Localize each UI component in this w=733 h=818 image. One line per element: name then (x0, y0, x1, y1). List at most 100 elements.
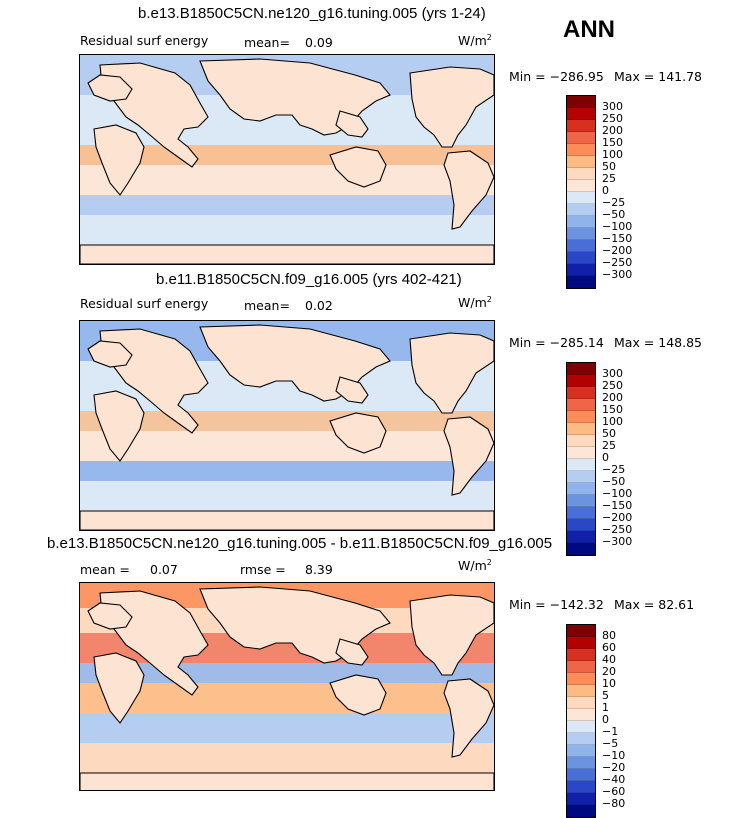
colorbar-swatch (567, 120, 595, 132)
panel-1-mean-value: 0.09 (305, 35, 333, 50)
colorbar-swatch (567, 709, 595, 721)
colorbar-swatch (567, 483, 595, 495)
colorbar-tick-label: −250 (602, 523, 633, 536)
panel-2-mean-value: 0.02 (305, 298, 333, 313)
continent-outline (335, 110, 369, 138)
colorbar-swatch (567, 387, 595, 399)
colorbar-tick-label: −300 (602, 268, 633, 281)
field-band (80, 195, 494, 215)
continent-outline (409, 332, 494, 414)
season-label: ANN (563, 16, 615, 43)
field-band (80, 713, 494, 743)
panel-1-min: Min = −286.95 (509, 69, 604, 84)
colorbar-swatch (567, 507, 595, 519)
colorbar-swatch (567, 192, 595, 204)
colorbar-tick-label: 200 (602, 391, 623, 404)
panel-2-map-svg (80, 321, 494, 530)
panel-3-colorbar (566, 624, 596, 818)
colorbar-swatch (567, 733, 595, 745)
panel-2-min: Min = −285.14 (509, 335, 604, 350)
colorbar-tick-label: −200 (602, 244, 633, 257)
colorbar-swatch (567, 745, 595, 757)
panel-3-rmse-label: rmse = (240, 562, 286, 577)
colorbar-tick-label: −80 (602, 797, 626, 810)
colorbar-swatch (567, 543, 595, 555)
colorbar-swatch (567, 156, 595, 168)
panel-2-max: Max = 148.85 (614, 335, 703, 350)
field-band (80, 165, 494, 195)
colorbar-swatch (567, 435, 595, 447)
colorbar-swatch (567, 132, 595, 144)
colorbar-swatch (567, 276, 595, 288)
colorbar-swatch (567, 228, 595, 240)
colorbar-tick-label: −100 (602, 220, 633, 233)
panel-3-mean-label: mean = (80, 562, 130, 577)
field-band (80, 215, 494, 245)
colorbar-tick-label: −50 (602, 475, 626, 488)
continent-outline (80, 510, 494, 530)
colorbar-tick-label: −1 (602, 725, 619, 738)
panel-1-colorbar (566, 95, 596, 289)
colorbar-tick-label: −300 (602, 535, 633, 548)
colorbar-tick-label: 250 (602, 379, 623, 392)
colorbar-tick-label: 250 (602, 112, 623, 125)
colorbar-tick-label: −150 (602, 499, 633, 512)
colorbar-tick-label: 50 (602, 160, 616, 173)
panel-1-variable-label: Residual surf energy (80, 33, 209, 48)
panel-3-min: Min = −142.32 (509, 597, 604, 612)
colorbar-tick-label: 5 (602, 689, 609, 702)
colorbar-tick-label: −200 (602, 511, 633, 524)
panel-1-map-svg (80, 55, 494, 264)
panel-3-map (79, 582, 495, 791)
panel-3-rmse-value: 8.39 (305, 562, 333, 577)
colorbar-tick-label: −150 (602, 232, 633, 245)
colorbar-swatch (567, 685, 595, 697)
continent-outline (93, 390, 145, 462)
colorbar-tick-label: 25 (602, 172, 616, 185)
colorbar-tick-label: 150 (602, 403, 623, 416)
colorbar-tick-label: −25 (602, 463, 626, 476)
colorbar-tick-label: −100 (602, 487, 633, 500)
panel-2-map (79, 320, 495, 531)
panel-3-max: Max = 82.61 (614, 597, 695, 612)
colorbar-tick-label: −5 (602, 737, 619, 750)
colorbar-swatch (567, 697, 595, 709)
colorbar-swatch (567, 240, 595, 252)
continent-outline (87, 74, 133, 102)
colorbar-swatch (567, 411, 595, 423)
colorbar-tick-label: 100 (602, 415, 623, 428)
colorbar-tick-label: 40 (602, 653, 616, 666)
field-band (80, 481, 494, 511)
continent-outline (93, 124, 145, 196)
colorbar-swatch (567, 519, 595, 531)
colorbar-tick-label: 20 (602, 665, 616, 678)
colorbar-tick-label: 60 (602, 641, 616, 654)
panel-1-map (79, 54, 495, 265)
panel-2-variable-label: Residual surf energy (80, 296, 209, 311)
colorbar-swatch (567, 495, 595, 507)
panel-1-title: b.e13.B1850C5CN.ne120_g16.tuning.005 (yr… (138, 5, 486, 22)
colorbar-tick-label: 150 (602, 136, 623, 149)
colorbar-tick-label: 10 (602, 677, 616, 690)
colorbar-tick-label: 50 (602, 427, 616, 440)
colorbar-tick-label: −60 (602, 785, 626, 798)
colorbar-swatch (567, 144, 595, 156)
colorbar-tick-label: 80 (602, 629, 616, 642)
colorbar-swatch (567, 96, 595, 108)
colorbar-tick-label: 0 (602, 713, 609, 726)
panel-1-max: Max = 141.78 (614, 69, 703, 84)
colorbar-tick-label: −10 (602, 749, 626, 762)
continent-outline (80, 772, 494, 790)
continent-outline (80, 244, 494, 264)
continent-outline (443, 678, 494, 758)
continent-outline (329, 146, 387, 188)
panel-3-mean-value: 0.07 (150, 562, 178, 577)
colorbar-swatch (567, 108, 595, 120)
colorbar-swatch (567, 661, 595, 673)
colorbar-swatch (567, 216, 595, 228)
colorbar-swatch (567, 637, 595, 649)
continent-outline (329, 674, 387, 716)
colorbar-swatch (567, 757, 595, 769)
colorbar-tick-label: 1 (602, 701, 609, 714)
colorbar-swatch (567, 447, 595, 459)
